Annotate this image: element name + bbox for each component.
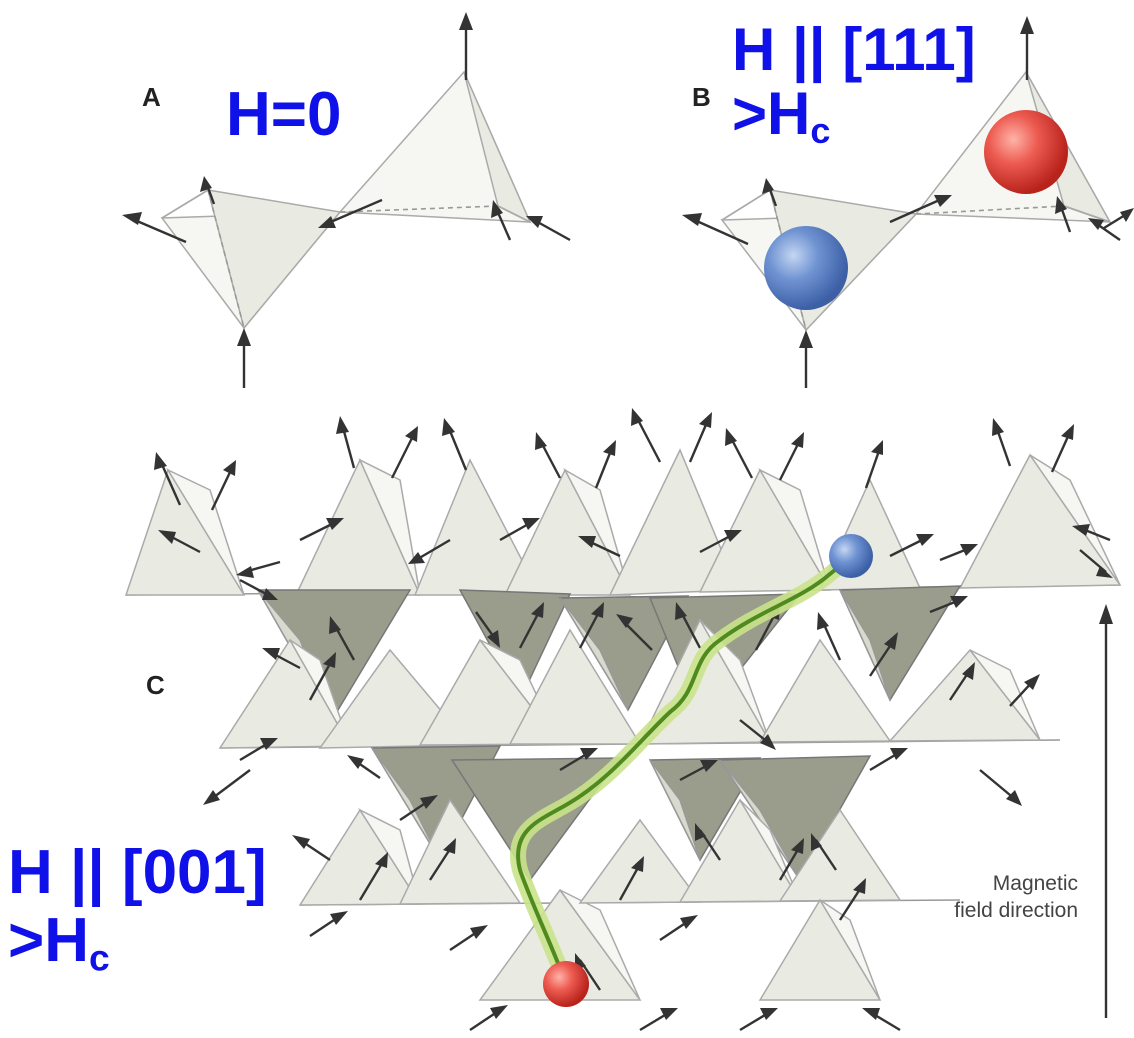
dirac-string-core — [516, 554, 854, 986]
panel-b-letter: B — [692, 82, 711, 112]
field-direction-line2: field direction — [954, 899, 1078, 923]
panel-b-field-label: H || [111] >Hc — [732, 20, 976, 149]
panel-b-threshold-text: >Hc — [732, 84, 976, 149]
panel-a-field-text: H=0 — [226, 80, 342, 149]
panel-c-field-direction-text: H || [001] — [8, 838, 267, 907]
panel-b-field-direction-text: H || [111] — [732, 16, 976, 83]
field-direction-line1: Magnetic — [992, 872, 1078, 895]
panel-b-threshold-main: >H — [732, 80, 811, 147]
north-pole-monopole-b — [984, 110, 1068, 194]
panel-c-field-label: H || [001] >Hc — [8, 842, 267, 977]
panel-a-spins — [122, 12, 571, 388]
panel-c-threshold-text: >Hc — [8, 910, 267, 977]
south-pole-monopole-c — [829, 534, 873, 578]
panel-c-threshold-main: >H — [8, 906, 89, 975]
south-pole-monopole-b — [764, 226, 848, 310]
field-direction-caption: Magnetic field direction — [928, 870, 1078, 925]
panel-c-letter: C — [146, 670, 165, 700]
panel-a-letter: A — [142, 82, 161, 112]
panel-a-tetrahedra — [160, 70, 532, 330]
panel-a-field-label: H=0 — [226, 84, 341, 146]
field-direction-arrow — [1099, 604, 1113, 1018]
panel-c-threshold-sub: c — [88, 936, 110, 979]
panel-b-spins — [682, 16, 1134, 388]
north-pole-monopole-c — [543, 961, 589, 1007]
panel-c-spins — [154, 408, 1113, 1032]
panel-b-threshold-sub: c — [810, 110, 831, 151]
